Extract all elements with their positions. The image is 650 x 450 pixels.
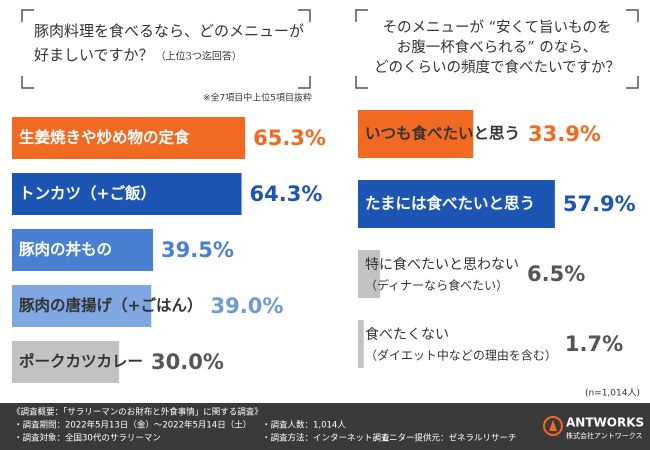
bar <box>12 229 154 271</box>
bar <box>358 110 474 158</box>
note: (n=1,014人) <box>585 388 640 399</box>
value-label: 30.0% <box>151 350 224 374</box>
value-label: 39.0% <box>211 294 284 318</box>
bar <box>358 250 381 298</box>
bar <box>358 320 364 368</box>
question-frame <box>21 9 311 89</box>
bar-label: ポークカツカレー <box>19 352 143 371</box>
question-text: 豚肉料理を食べるなら、どのメニューが <box>34 22 304 40</box>
bar-label: 生姜焼きや炒め物の定食 <box>19 128 190 147</box>
bar <box>12 285 152 327</box>
value-label: 1.7% <box>565 332 623 356</box>
logo: ANTWORKS <box>566 416 644 430</box>
value-label: 64.3% <box>250 182 323 206</box>
bar-label: いつも食べたいと思う <box>365 124 520 143</box>
bar <box>12 341 120 383</box>
footer-item: ・調査対象：全国30代のサラリーマン <box>14 433 161 444</box>
question-subtitle: （上位3つ迄回答） <box>156 50 242 63</box>
footer-item: ・モニター提供元：ゼネラルリサーチ <box>372 433 517 444</box>
bar-label: （ダイエット中などの理由を含む） <box>365 348 557 363</box>
bar <box>12 117 246 159</box>
bar <box>12 173 242 215</box>
bar-label: 特に食べたいと思わない <box>365 256 519 273</box>
bar-label: たまには食べたいと思う <box>365 194 535 213</box>
logo-icon <box>549 420 557 431</box>
question-text: お腹一杯食べられる” のなら、 <box>397 39 598 56</box>
bar-label: トンカツ（+ご飯） <box>19 184 156 203</box>
question-frame <box>355 9 639 89</box>
value-label: 39.5% <box>161 238 234 262</box>
bar-label: 豚肉の唐揚げ（+ごはん） <box>19 296 203 315</box>
bar-label: （ディナーなら食べたい） <box>365 278 508 293</box>
value-label: 33.9% <box>528 122 601 146</box>
value-label: 6.5% <box>527 262 585 286</box>
footer-item: ・調査方法：インターネット調査 <box>262 433 390 444</box>
footer-item: ・調査期間：2022年5月13日（金）〜2022年5月14日（土） <box>14 420 251 431</box>
footer-item: ・調査人数：1,014人 <box>262 420 346 431</box>
bar-label: 豚肉の丼もの <box>19 240 112 259</box>
logo-icon <box>543 416 563 436</box>
logo-sub: 株式会社アントワークス <box>566 431 643 440</box>
question-text: どのくらいの頻度で食べたいですか？ <box>374 59 620 76</box>
value-label: 57.9% <box>563 192 636 216</box>
question-text: そのメニューが “安くて旨いものを <box>382 19 611 36</box>
bar <box>358 180 555 228</box>
footer-band <box>0 403 650 450</box>
bar-label: 食べたくない <box>365 326 449 343</box>
value-label: 65.3% <box>253 126 326 150</box>
question-text: 好ましいですか？ <box>34 46 154 64</box>
note: ※全7項目中上位5項目抜粋 <box>203 92 312 104</box>
footer-title: 《調査概要：「サラリーマンのお財布と外食事情」に関する調査》 <box>12 407 263 418</box>
